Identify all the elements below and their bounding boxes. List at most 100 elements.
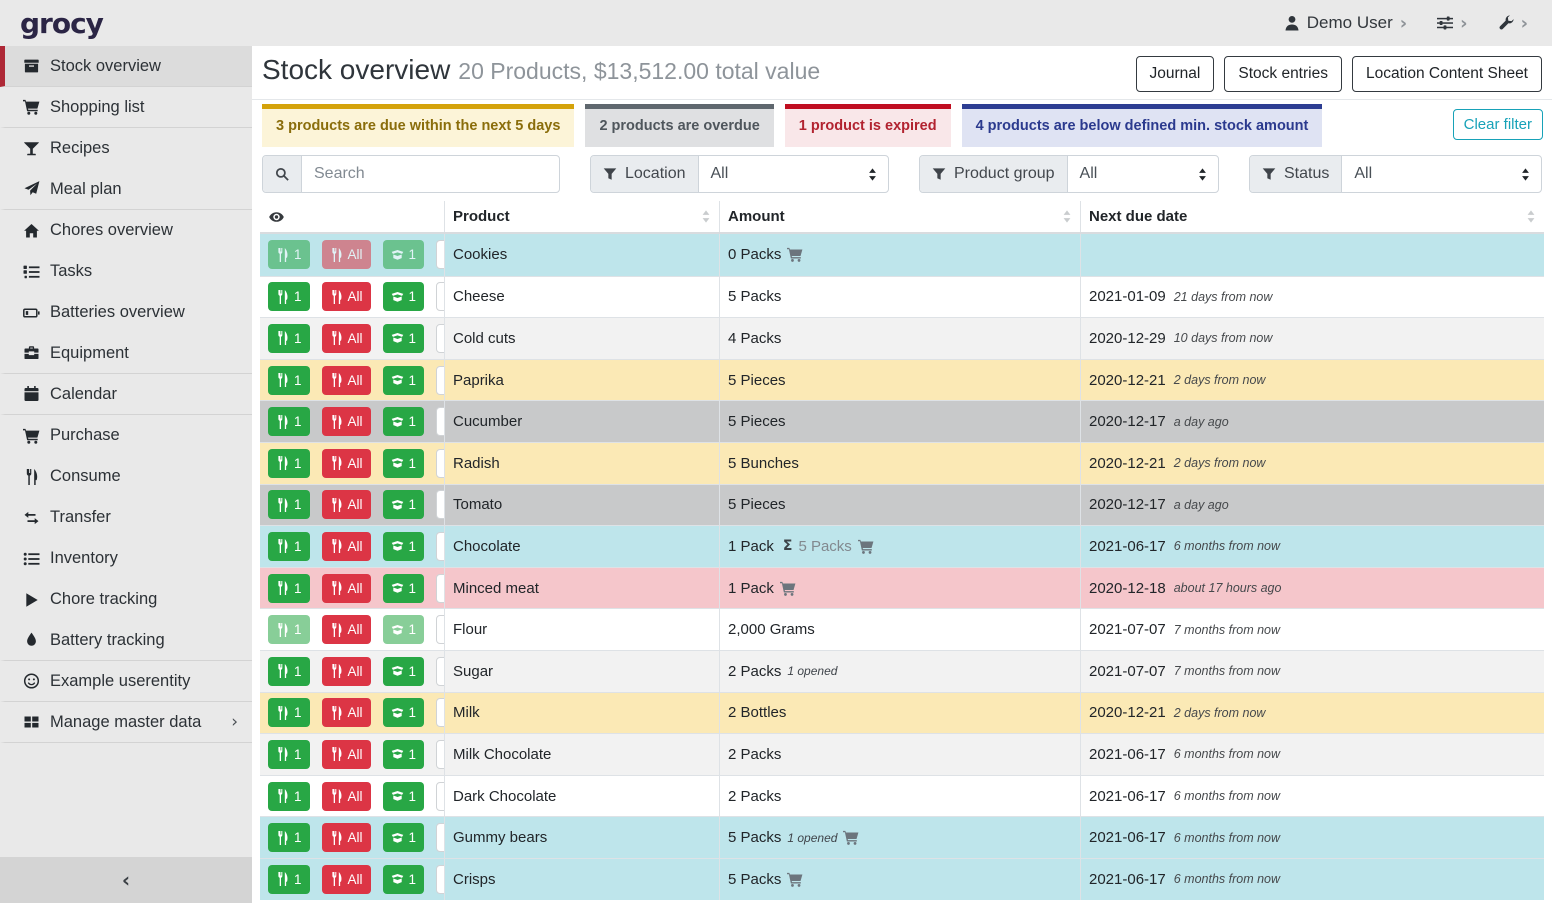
consume-all-button[interactable]: All [321,282,371,312]
row-menu-button[interactable] [436,490,444,520]
consume-one-button[interactable]: 1 [268,864,310,894]
row-menu-button[interactable] [436,448,444,478]
open-one-button[interactable]: 1 [382,490,425,520]
consume-one-button[interactable]: 1 [268,490,310,520]
consume-one-button[interactable]: 1 [268,240,310,270]
table-row[interactable]: 1 All 1 Milk Chocolate 2 Packs Σ 2021-06… [260,733,1544,775]
collapse-sidebar-button[interactable]: ‹ [0,857,252,903]
row-menu-button[interactable] [436,656,444,686]
consume-one-button[interactable]: 1 [268,823,310,853]
user-menu[interactable]: Demo User › [1284,13,1407,34]
table-row[interactable]: 1 All 1 Dark Chocolate 2 Packs Σ 2021-06… [260,774,1544,817]
table-row[interactable]: 1 All 1 Minced meat 1 Pack Σ 2020-12-18 … [260,566,1544,609]
sidebar-item-manage-master-data[interactable]: Manage master data › [0,702,252,743]
open-one-button[interactable]: 1 [382,573,425,603]
row-menu-button[interactable] [436,739,444,769]
eye-icon[interactable] [268,209,285,225]
sidebar-item-inventory[interactable]: Inventory › [0,538,252,579]
sidebar-item-meal-plan[interactable]: Meal plan › [0,169,252,210]
open-one-button[interactable]: 1 [382,365,425,395]
consume-all-button[interactable]: All [321,240,371,270]
open-one-button[interactable]: 1 [382,323,425,353]
table-row[interactable]: 1 All 1 Flour 2,000 Grams Σ 2021-07-07 7… [260,608,1544,650]
consume-one-button[interactable]: 1 [268,656,310,686]
sidebar-item-shopping-list[interactable]: Shopping list › [0,87,252,128]
column-header-next-due-date[interactable]: Next due date [1081,201,1544,232]
consume-one-button[interactable]: 1 [268,698,310,728]
consume-one-button[interactable]: 1 [268,323,310,353]
settings-menu[interactable]: › [1437,13,1468,34]
consume-all-button[interactable]: All [321,448,371,478]
row-menu-button[interactable] [436,365,444,395]
sidebar-item-example-userentity[interactable]: Example userentity › [0,661,252,702]
table-row[interactable]: 1 All 1 Cookies 0 Packs Σ [260,234,1544,276]
open-one-button[interactable]: 1 [382,615,425,645]
row-menu-button[interactable] [436,282,444,312]
consume-all-button[interactable]: All [321,781,371,811]
sidebar-item-equipment[interactable]: Equipment › [0,333,252,374]
status-filter-alert[interactable]: 3 products are due within the next 5 day… [262,104,575,147]
row-menu-button[interactable] [436,240,444,270]
row-menu-button[interactable] [436,323,444,353]
sidebar-item-battery-tracking[interactable]: Battery tracking › [0,620,252,661]
open-one-button[interactable]: 1 [382,448,425,478]
consume-one-button[interactable]: 1 [268,448,310,478]
sidebar-item-tasks[interactable]: Tasks › [0,251,252,292]
sidebar-item-stock-overview[interactable]: Stock overview › [0,46,252,87]
table-row[interactable]: 1 All 1 Tomato 5 Pieces Σ 2020-12-17 a d… [260,483,1544,526]
open-one-button[interactable]: 1 [382,656,425,686]
sidebar-item-chores-overview[interactable]: Chores overview › [0,210,252,251]
open-one-button[interactable]: 1 [382,823,425,853]
search-input[interactable] [302,156,559,192]
status-filter-alert[interactable]: 1 product is expired [784,104,951,147]
table-row[interactable]: 1 All 1 Milk 2 Bottles Σ 2020-12-21 2 da… [260,691,1544,734]
status-filter-alert[interactable]: 2 products are overdue [585,104,774,147]
row-menu-button[interactable] [436,864,444,894]
table-row[interactable]: 1 All 1 Radish 5 Bunches Σ 2020-12-21 2 … [260,441,1544,484]
consume-all-button[interactable]: All [321,365,371,395]
sidebar-item-purchase[interactable]: Purchase › [0,415,252,456]
consume-one-button[interactable]: 1 [268,781,310,811]
table-row[interactable]: 1 All 1 Crisps 5 Packs Σ 2021-06-17 6 mo… [260,857,1544,900]
location-select[interactable]: All [699,156,889,192]
open-one-button[interactable]: 1 [382,240,425,270]
consume-one-button[interactable]: 1 [268,531,310,561]
table-row[interactable]: 1 All 1 Gummy bears 5 Packs Σ 1 opened 2… [260,816,1544,858]
column-header-amount[interactable]: Amount [720,201,1081,232]
column-header-product[interactable]: Product [445,201,720,232]
status-filter-alert[interactable]: 4 products are below defined min. stock … [961,104,1323,147]
product-group-select[interactable]: All [1068,156,1218,192]
stock-entries-button[interactable]: Stock entries [1224,56,1342,92]
row-menu-button[interactable] [436,615,444,645]
clear-filter-button[interactable]: Clear filter [1452,109,1543,140]
consume-one-button[interactable]: 1 [268,739,310,769]
sidebar-item-batteries-overview[interactable]: Batteries overview › [0,292,252,333]
open-one-button[interactable]: 1 [382,739,425,769]
table-row[interactable]: 1 All 1 Cold cuts 4 Packs Σ 2020-12-29 1… [260,317,1544,359]
open-one-button[interactable]: 1 [382,282,425,312]
row-menu-button[interactable] [436,823,444,853]
consume-all-button[interactable]: All [321,573,371,603]
open-one-button[interactable]: 1 [382,698,425,728]
consume-all-button[interactable]: All [321,739,371,769]
table-row[interactable]: 1 All 1 Cucumber 5 Pieces Σ 2020-12-17 a… [260,400,1544,442]
admin-menu[interactable]: › [1498,13,1528,34]
sidebar-item-recipes[interactable]: Recipes › [0,128,252,169]
journal-button[interactable]: Journal [1135,56,1215,92]
open-one-button[interactable]: 1 [382,531,425,561]
consume-all-button[interactable]: All [321,698,371,728]
table-row[interactable]: 1 All 1 Chocolate 1 Pack Σ 5 Packs 2021-… [260,525,1544,567]
consume-all-button[interactable]: All [321,490,371,520]
sidebar-item-transfer[interactable]: Transfer › [0,497,252,538]
row-menu-button[interactable] [436,407,444,437]
consume-all-button[interactable]: All [321,864,371,894]
open-one-button[interactable]: 1 [382,781,425,811]
location-content-sheet-button[interactable]: Location Content Sheet [1351,56,1542,92]
table-row[interactable]: 1 All 1 Sugar 2 Packs Σ 1 opened 2021-07… [260,649,1544,692]
consume-all-button[interactable]: All [321,407,371,437]
consume-one-button[interactable]: 1 [268,573,310,603]
consume-one-button[interactable]: 1 [268,615,310,645]
sidebar-item-consume[interactable]: Consume › [0,456,252,497]
status-select[interactable]: All [1342,156,1541,192]
consume-all-button[interactable]: All [321,323,371,353]
